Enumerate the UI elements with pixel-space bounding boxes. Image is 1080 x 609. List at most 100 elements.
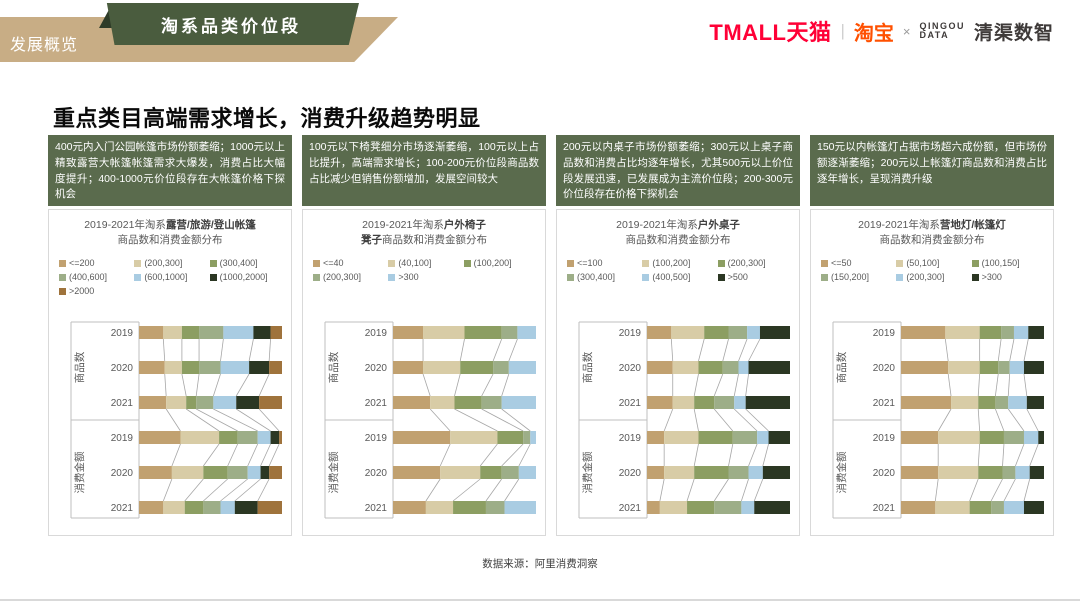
chart-title-line: 凳子商品数和消费金额分布 <box>361 234 487 247</box>
bar-segment <box>279 431 282 445</box>
connector-line <box>260 444 271 467</box>
legend-swatch <box>821 259 828 267</box>
bar-segment <box>738 361 749 375</box>
bar-segment <box>951 396 979 410</box>
bar-segment <box>901 501 936 515</box>
legend-swatch <box>209 273 217 281</box>
bar-row <box>393 361 536 375</box>
bar-segment <box>453 501 486 515</box>
connector-line <box>934 479 939 502</box>
legend-item: (50,100] <box>896 258 971 268</box>
group-label: 商品数 <box>581 352 594 384</box>
group-label: 商品数 <box>835 352 848 384</box>
bar-row <box>647 326 790 340</box>
year-label: 2021 <box>365 398 388 409</box>
connector-line <box>713 374 724 397</box>
insight-box: 400元内入门公园帐篷市场份额萎缩；1000元以上精致露营大帐篷帐篷需求大爆发，… <box>48 135 292 206</box>
bar-segment <box>978 396 996 410</box>
legend-label: (300,400] <box>577 272 616 283</box>
year-label: 2021 <box>111 398 134 409</box>
connector-line <box>748 339 761 362</box>
bar-row <box>901 326 1044 340</box>
bar-row <box>139 361 282 375</box>
year-label: 2020 <box>873 363 896 374</box>
legend-label: (400,500] <box>652 272 691 283</box>
bar-segment <box>139 466 172 480</box>
bar-segment <box>747 326 760 340</box>
connector-line <box>1026 409 1039 432</box>
connector-line <box>234 479 261 502</box>
legend-item: <=50 <box>821 258 896 268</box>
legend-label: (300,400] <box>219 258 258 269</box>
qingou-logo-line1: QINGOU <box>919 20 965 31</box>
connector-line <box>162 339 166 362</box>
year-label: 2019 <box>111 328 134 339</box>
connector-line <box>235 374 250 397</box>
bar-segment <box>270 431 280 445</box>
bar-segment <box>181 361 200 375</box>
legend-swatch <box>313 273 320 281</box>
bar-segment <box>714 396 735 410</box>
bar-segment <box>768 431 790 445</box>
bar-segment <box>249 361 270 375</box>
legend-swatch <box>717 273 725 281</box>
bar-row <box>901 501 1044 515</box>
bar-segment <box>722 361 739 375</box>
bar-segment <box>672 361 699 375</box>
legend-label: (100,150] <box>981 258 1020 269</box>
legend-label: (200,300] <box>144 258 183 269</box>
connector-line <box>165 409 181 432</box>
legend-label: <=40 <box>323 258 344 269</box>
bar-segment <box>393 326 424 340</box>
connector-line <box>713 479 729 502</box>
bar-row <box>647 501 790 515</box>
year-label: 2020 <box>619 468 642 479</box>
bar-segment <box>501 466 519 480</box>
chart-title-line: 2019-2021年淘系户外桌子 <box>616 219 740 231</box>
year-label: 2021 <box>873 503 896 514</box>
bar-segment <box>1013 326 1029 340</box>
connector-line <box>258 374 270 397</box>
connector-line <box>258 409 280 432</box>
connector-line <box>1009 339 1015 362</box>
bar-segment <box>647 396 673 410</box>
bar-segment <box>430 396 455 410</box>
bar-segment <box>748 466 763 480</box>
legend-label: >2000 <box>69 286 95 297</box>
stacked-bar-chart: 2019 2020 2021 2019 2020 2021 商品数 消费金额 <box>817 304 1047 522</box>
legend-swatch <box>134 259 142 267</box>
group-label: 消费金额 <box>73 451 86 493</box>
column-tent: 400元内入门公园帐篷市场份额萎缩；1000元以上精致露营大帐篷帐篷需求大爆发，… <box>48 135 292 536</box>
bar-segment <box>704 326 729 340</box>
legend-swatch <box>134 273 142 281</box>
bar-segment <box>393 501 426 515</box>
legend-swatch <box>821 273 828 281</box>
legend-swatch <box>463 259 471 267</box>
stacked-bar-chart: 2019 2020 2021 2019 2020 2021 商品数 消费金额 <box>563 304 793 522</box>
chart-title-line: 2019-2021年淘系露营/旅游/登山帐篷 <box>84 219 256 231</box>
year-label: 2019 <box>873 433 896 444</box>
legend-item: (200,300] <box>134 258 209 268</box>
connector-line <box>268 444 280 467</box>
insight-box: 150元以内帐篷灯占据市场超六成份额，但市场份额逐渐萎缩；200元以上帐篷灯商品… <box>810 135 1054 206</box>
connector-line <box>203 444 220 467</box>
chart-card: 2019-2021年淘系营地灯/帐篷灯 商品数和消费金额分布 <=50 (50,10… <box>810 209 1054 536</box>
year-label: 2021 <box>111 503 134 514</box>
section-title-banner: 淘系品类价位段 <box>106 3 359 45</box>
connector-line <box>693 374 699 397</box>
connector-line <box>212 374 221 397</box>
bar-segment <box>647 431 665 445</box>
bar-segment <box>748 361 790 375</box>
bar-segment <box>257 431 271 445</box>
bar-segment <box>454 396 482 410</box>
bar-row <box>901 361 1044 375</box>
bar-segment <box>714 501 742 515</box>
bar-segment <box>139 396 167 410</box>
bar-segment <box>501 396 536 410</box>
bar-segment <box>647 361 673 375</box>
connector-line <box>1002 444 1005 467</box>
bar-segment <box>979 326 1002 340</box>
bar-segment <box>393 431 451 445</box>
chart-title-line: 2019-2021年淘系营地灯/帐篷灯 <box>858 219 1006 231</box>
